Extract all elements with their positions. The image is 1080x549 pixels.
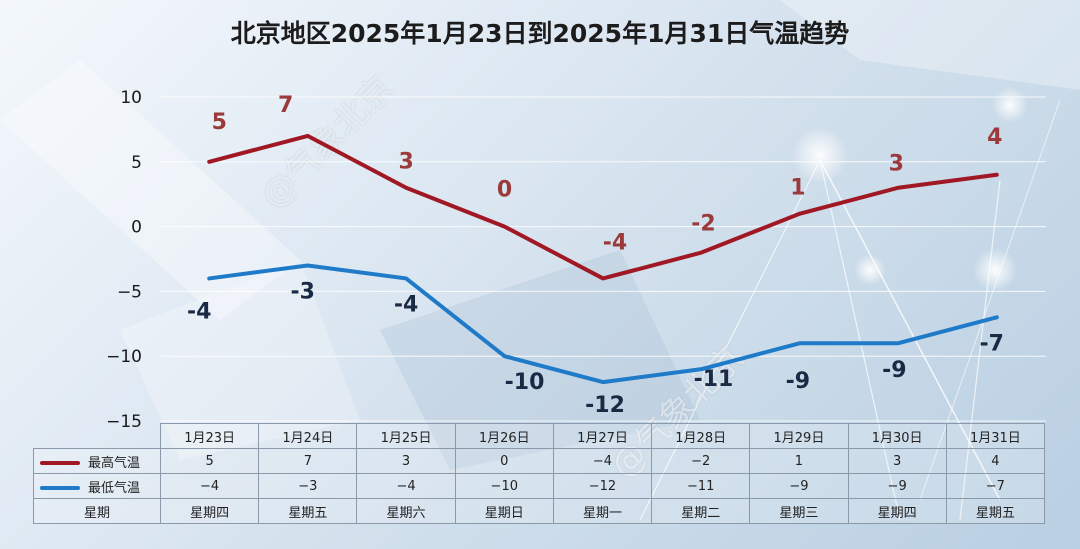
y-tick-label: 5 [131, 153, 142, 173]
low-temp-cell: −11 [651, 473, 751, 499]
y-tick-label: −5 [117, 282, 142, 302]
high-temp-label: 0 [497, 178, 512, 203]
date-cell: 1月23日 [159, 423, 260, 449]
date-row: 1月23日 1月24日 1月25日 1月26日 1月27日 1月28日 1月29日 1月30日… [33, 423, 1046, 449]
date-cell: 1月27日 [552, 423, 653, 449]
low-temp-cell: −7 [945, 473, 1046, 499]
y-tick-label: 0 [131, 218, 142, 238]
high-temp-label: 7 [278, 93, 293, 118]
high-temp-cell: 0 [454, 448, 554, 474]
weekday-cell: 星期五 [945, 498, 1046, 524]
high-temp-label: 4 [987, 125, 1002, 150]
low-temp-label: -11 [694, 367, 734, 392]
low-legend-swatch [40, 486, 80, 490]
low-temp-cell: −3 [258, 473, 358, 499]
low-legend: 最低气温 [33, 473, 161, 499]
weekday-row-label: 星期 [33, 498, 161, 524]
high-temp-cell: −4 [552, 448, 653, 474]
date-cell: 1月25日 [356, 423, 456, 449]
low-temp-cell: −12 [552, 473, 653, 499]
low-temp-cell: −4 [356, 473, 456, 499]
low-temp-label: -7 [980, 331, 1004, 356]
date-cell: 1月30日 [847, 423, 947, 449]
date-cell: 1月31日 [945, 423, 1046, 449]
low-temp-cell: −10 [454, 473, 554, 499]
low-temp-label: -10 [505, 370, 545, 395]
high-temp-cell: 5 [159, 448, 260, 474]
low-row: 最低气温 −4 −3 −4 −10 −12 −11 −9 −9 −7 [33, 473, 1046, 499]
low-temp-label: -4 [394, 292, 418, 317]
data-table: 1月23日 1月24日 1月25日 1月26日 1月27日 1月28日 1月29日 1月30日… [33, 423, 1046, 524]
weekday-cell: 星期四 [847, 498, 947, 524]
high-temp-cell: −2 [651, 448, 751, 474]
low-legend-label: 最低气温 [88, 480, 141, 496]
high-temp-label: 3 [889, 152, 904, 177]
low-temp-label: -12 [585, 393, 625, 418]
date-cell: 1月28日 [651, 423, 751, 449]
high-temp-line [207, 133, 999, 281]
high-temp-cell: 4 [945, 448, 1046, 474]
weekday-cell: 星期三 [749, 498, 849, 524]
date-cell: 1月26日 [454, 423, 554, 449]
low-temp-cell: −9 [847, 473, 947, 499]
y-tick-label: −10 [106, 347, 142, 367]
low-temp-line [207, 263, 999, 385]
high-legend-swatch [40, 461, 80, 465]
weekday-cell: 星期一 [552, 498, 653, 524]
high-temp-label: -2 [691, 212, 715, 237]
weekday-cell: 星期二 [651, 498, 751, 524]
low-temp-label: -4 [187, 299, 211, 324]
weekday-row: 星期 星期四 星期五 星期六 星期日 星期一 星期二 星期三 星期四 星期五 [33, 498, 1046, 524]
high-temp-cell: 7 [258, 448, 358, 474]
high-temp-label: 5 [212, 110, 227, 135]
chart-title: 北京地区2025年1月23日到2025年1月31日气温趋势 [230, 19, 850, 48]
low-temp-cell: −9 [749, 473, 849, 499]
high-row: 最高气温 5 7 3 0 −4 −2 1 3 4 [33, 448, 1046, 474]
weekday-cell: 星期四 [159, 498, 260, 524]
date-cell: 1月29日 [749, 423, 849, 449]
high-temp-label: 1 [790, 176, 805, 201]
weekday-cell: 星期五 [258, 498, 358, 524]
high-temp-label: 3 [398, 150, 413, 175]
y-tick-label: 10 [120, 88, 142, 108]
low-temp-label: -9 [882, 358, 906, 383]
high-temp-cell: 1 [749, 448, 849, 474]
high-temp-cell: 3 [356, 448, 456, 474]
weekday-cell: 星期日 [454, 498, 554, 524]
weekday-cell: 星期六 [356, 498, 456, 524]
date-cell: 1月24日 [258, 423, 358, 449]
low-temp-label: -3 [290, 279, 314, 304]
high-legend: 最高气温 [33, 448, 161, 474]
high-legend-label: 最高气温 [88, 455, 141, 471]
high-temp-cell: 3 [847, 448, 947, 474]
high-temp-label: -4 [603, 230, 627, 255]
low-temp-cell: −4 [159, 473, 260, 499]
low-temp-label: -9 [786, 369, 810, 394]
